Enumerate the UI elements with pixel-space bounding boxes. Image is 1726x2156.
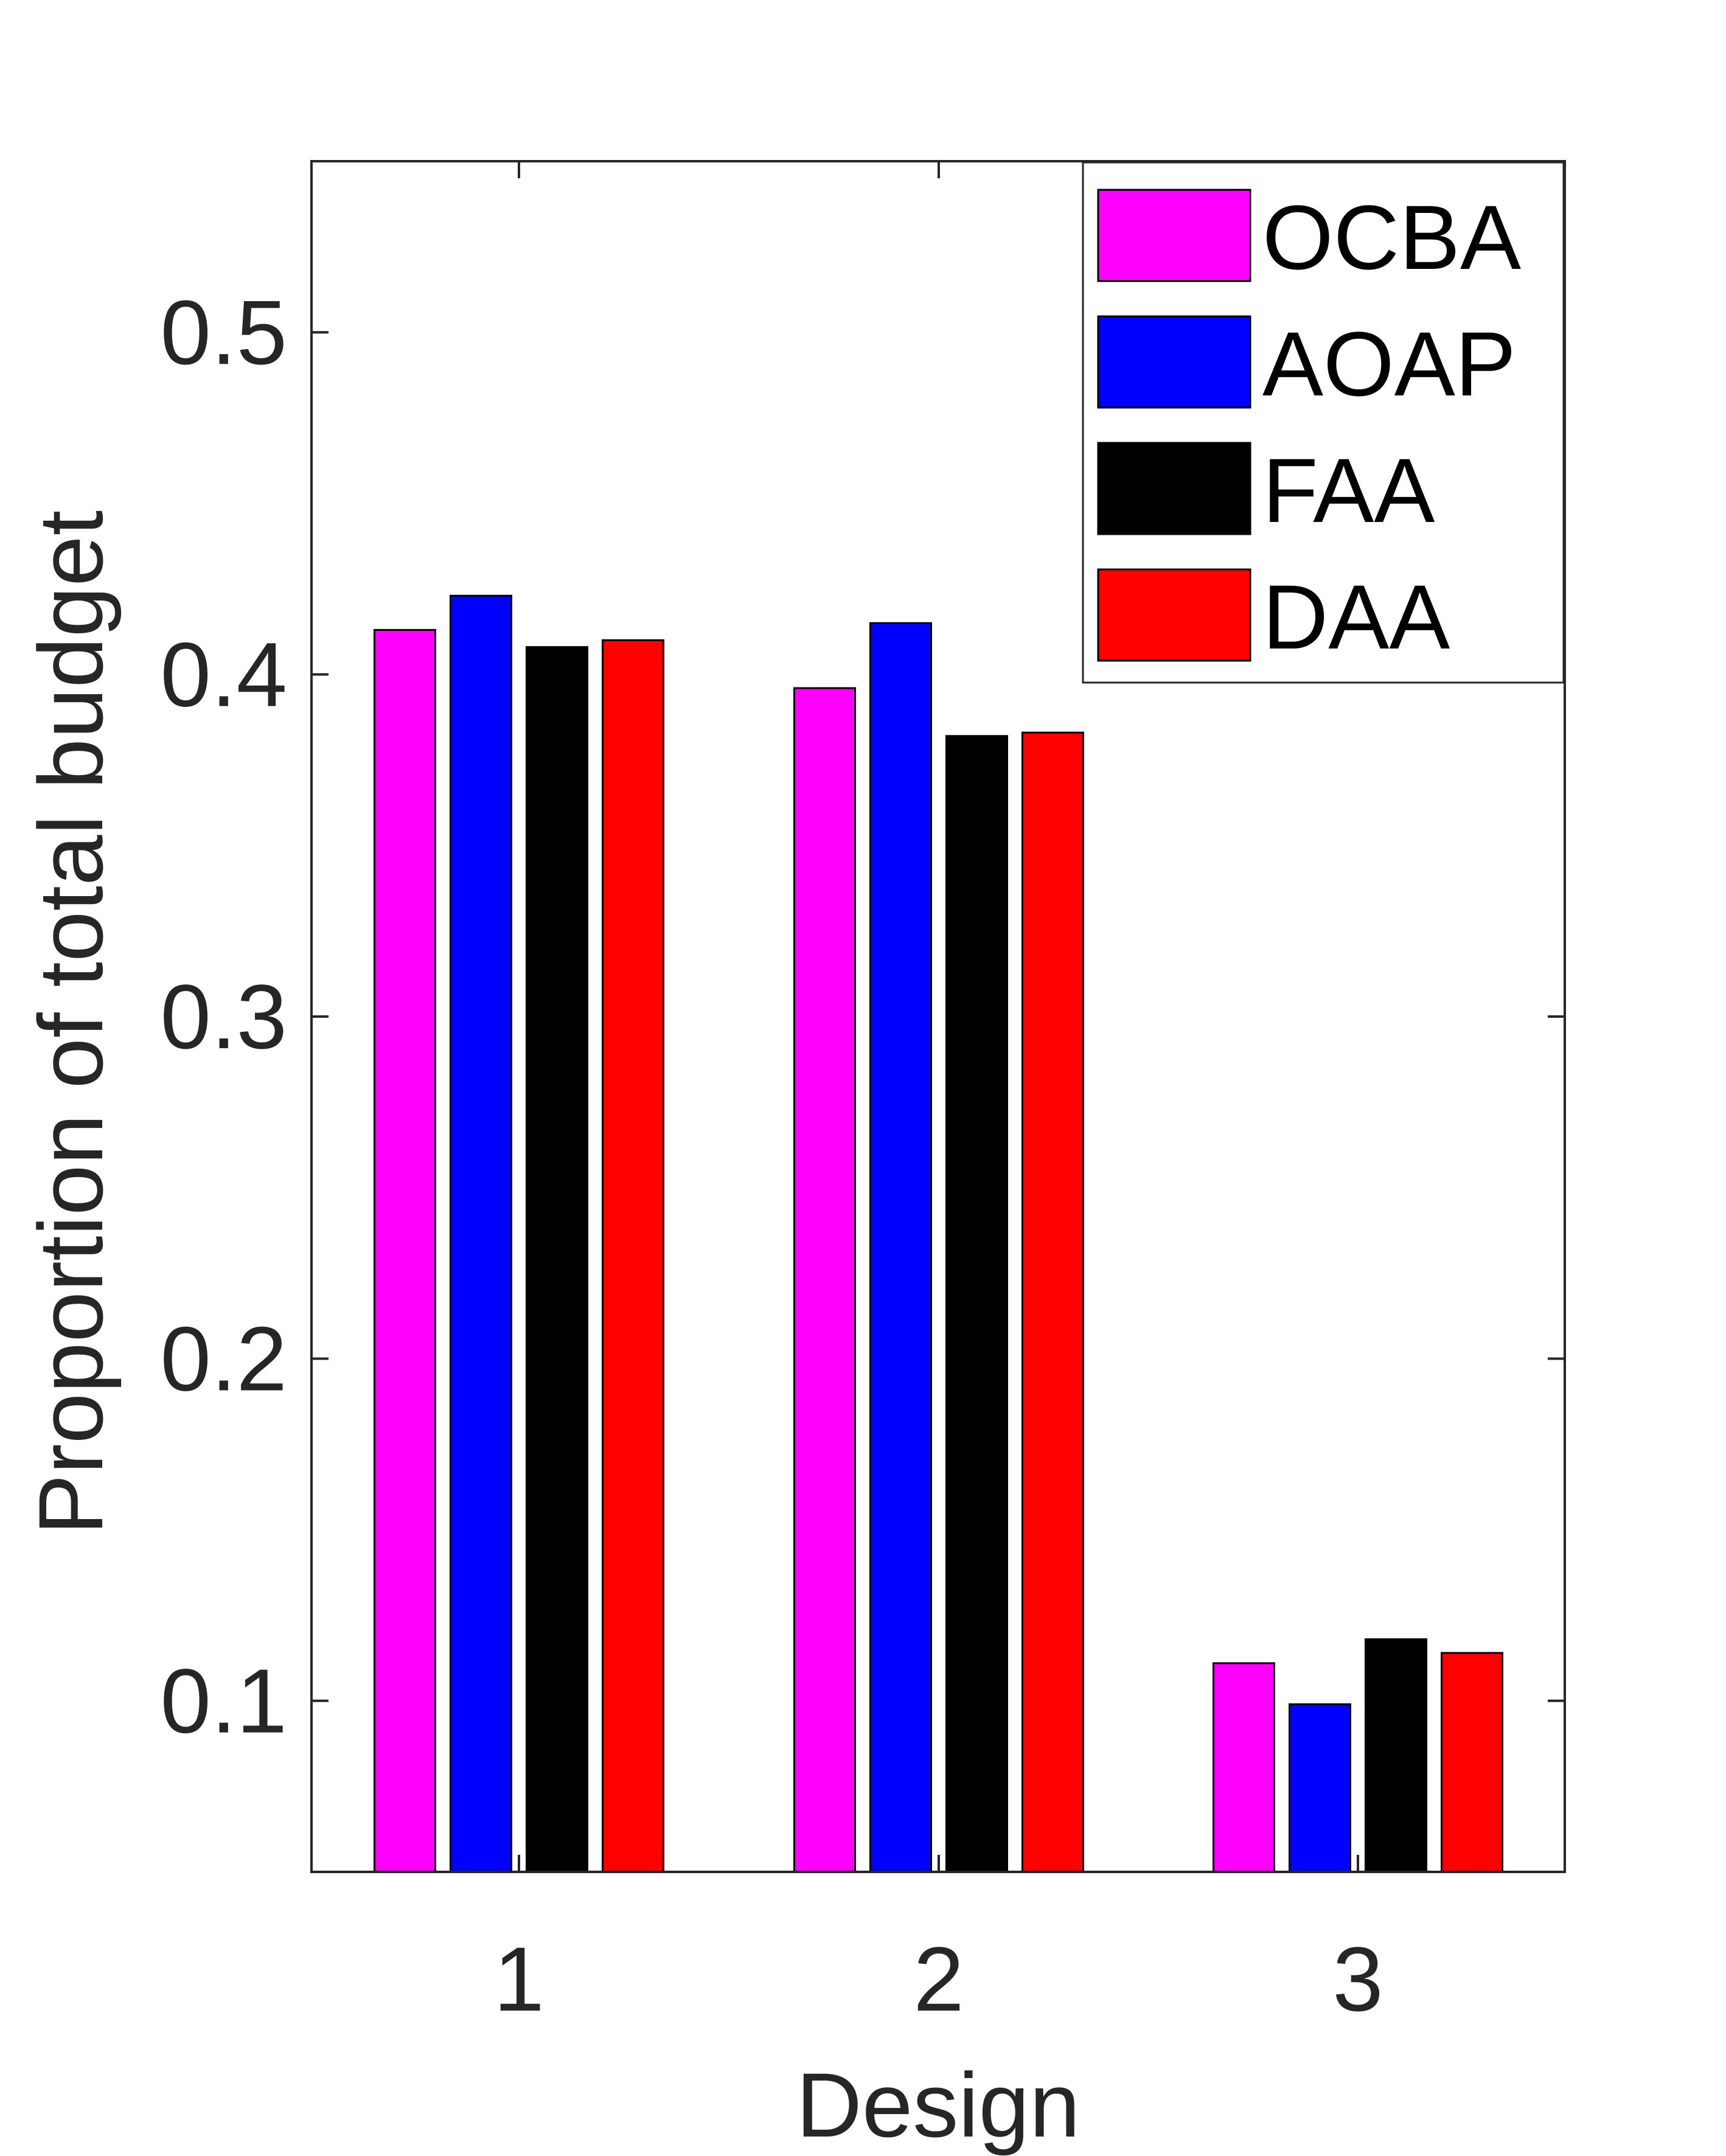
y-axis-label: Proportion of total budget [19, 510, 122, 1535]
bar-faa-design-1 [526, 646, 588, 1873]
ticks-group: 0.1 0.2 0.3 0.4 0.5 1 2 3 [160, 161, 1565, 2030]
x-tick-label: 2 [913, 1928, 964, 2030]
bar-ocba-design-1 [374, 628, 436, 1873]
legend-label-faa: FAA [1262, 439, 1435, 541]
bar-ocba-design-3 [1213, 1662, 1275, 1873]
bar-ocba-design-2 [793, 687, 856, 1873]
legend-swatch-aoap [1097, 315, 1251, 409]
bar-daa-design-3 [1441, 1652, 1503, 1873]
legend-label-ocba: OCBA [1262, 186, 1521, 288]
legend-swatch-faa [1097, 442, 1251, 535]
bar-daa-design-2 [1021, 731, 1084, 1873]
bar-aoap-design-3 [1289, 1703, 1351, 1873]
bar-aoap-design-2 [869, 622, 932, 1873]
legend: OCBA AOAP FAA DAA [1082, 161, 1565, 684]
bar-faa-design-2 [945, 735, 1008, 1873]
y-tick-label: 0.3 [160, 965, 287, 1068]
bar-faa-design-3 [1365, 1638, 1427, 1873]
bar-aoap-design-1 [450, 594, 512, 1873]
x-tick-label: 3 [1332, 1928, 1383, 2030]
y-tick-label: 0.2 [160, 1307, 287, 1410]
y-tick-label: 0.4 [160, 624, 287, 726]
legend-label-daa: DAA [1262, 566, 1450, 668]
bar-daa-design-1 [602, 639, 664, 1873]
x-axis-label: Design [796, 2054, 1080, 2156]
y-tick-label: 0.5 [160, 281, 287, 383]
legend-swatch-daa [1097, 568, 1251, 662]
legend-label-aoap: AOAP [1262, 313, 1516, 415]
bars-group [374, 594, 1503, 1873]
x-tick-label: 1 [493, 1928, 544, 2030]
y-tick-label: 0.1 [160, 1650, 287, 1752]
legend-swatch-ocba [1097, 189, 1251, 282]
